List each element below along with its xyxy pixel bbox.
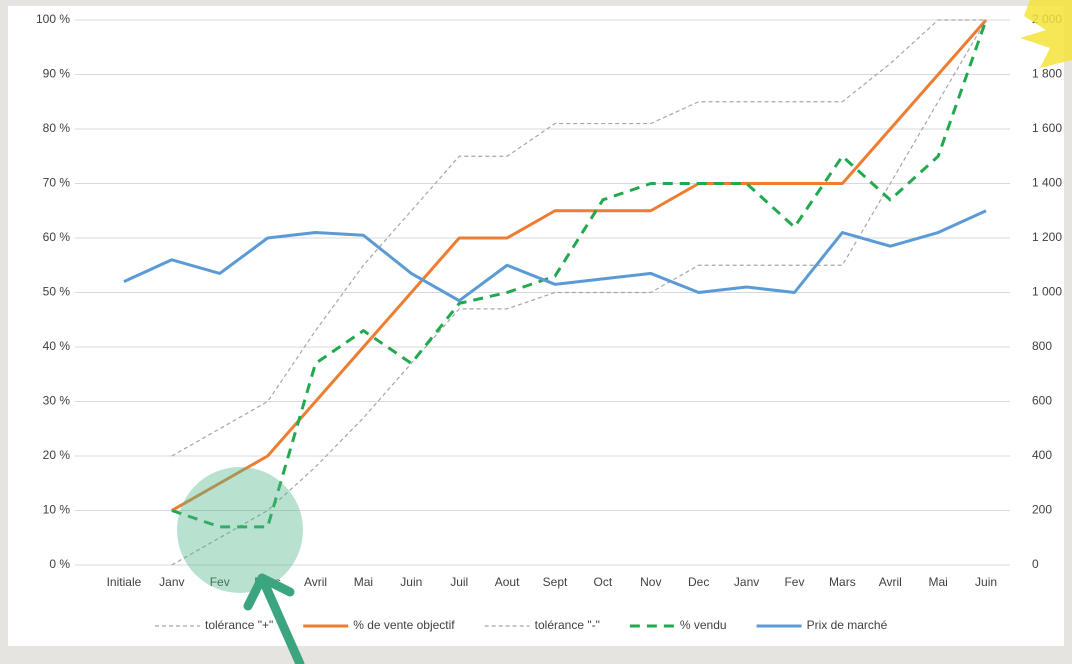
x-tick-label: Juil xyxy=(450,575,468,589)
x-tick-label: Mai xyxy=(354,575,373,589)
y-tick-label: 60 % xyxy=(43,230,71,244)
x-tick-label: Aout xyxy=(495,575,520,589)
legend-label: tolérance "+" xyxy=(205,618,273,632)
x-tick-label: Juin xyxy=(975,575,997,589)
x-tick-label: Dec xyxy=(688,575,709,589)
highlight-circle xyxy=(177,467,303,593)
x-tick-label: Janv xyxy=(734,575,759,589)
paper xyxy=(8,6,1064,646)
y-tick-label: 90 % xyxy=(43,67,71,81)
y2-tick-label: 1 400 xyxy=(1032,176,1062,190)
x-tick-label: Oct xyxy=(594,575,613,589)
y-tick-label: 0 % xyxy=(49,557,70,571)
y2-tick-label: 1 200 xyxy=(1032,230,1062,244)
y-tick-label: 20 % xyxy=(43,448,71,462)
y2-tick-label: 600 xyxy=(1032,394,1052,408)
x-tick-label: Janv xyxy=(159,575,184,589)
y2-tick-label: 400 xyxy=(1032,448,1052,462)
x-tick-label: Avril xyxy=(304,575,327,589)
legend-label: tolérance "-" xyxy=(535,618,600,632)
y-tick-label: 10 % xyxy=(43,503,71,517)
x-tick-label: Avril xyxy=(879,575,902,589)
x-tick-label: Sept xyxy=(543,575,568,589)
y2-tick-label: 1 800 xyxy=(1032,67,1062,81)
y-tick-label: 70 % xyxy=(43,176,71,190)
x-tick-label: Mars xyxy=(829,575,856,589)
legend-label: Prix de marché xyxy=(807,618,888,632)
y-tick-label: 40 % xyxy=(43,339,71,353)
y2-tick-label: 800 xyxy=(1032,339,1052,353)
y-tick-label: 80 % xyxy=(43,121,71,135)
x-tick-label: Nov xyxy=(640,575,661,589)
x-tick-label: Mai xyxy=(928,575,947,589)
y-tick-label: 30 % xyxy=(43,394,71,408)
y-tick-label: 50 % xyxy=(43,285,71,299)
y2-tick-label: 1 600 xyxy=(1032,121,1062,135)
y2-tick-label: 0 xyxy=(1032,557,1039,571)
legend-label: % de vente objectif xyxy=(353,618,455,632)
x-tick-label: Fev xyxy=(784,575,804,589)
screenshot: 0 % 10 % 20 % 30 % 40 % 50 % 60 % 70 % 80 % 90 % 1… xyxy=(0,0,1072,664)
x-tick-label: Juin xyxy=(400,575,422,589)
x-tick-label: Initiale xyxy=(107,575,142,589)
y-tick-label: 100 % xyxy=(36,12,70,26)
y2-tick-label: 200 xyxy=(1032,503,1052,517)
legend-label: % vendu xyxy=(680,618,727,632)
y2-tick-label: 1 000 xyxy=(1032,285,1062,299)
chart: 0 % 10 % 20 % 30 % 40 % 50 % 60 % 70 % 80 % 90 % 1… xyxy=(0,0,1072,664)
